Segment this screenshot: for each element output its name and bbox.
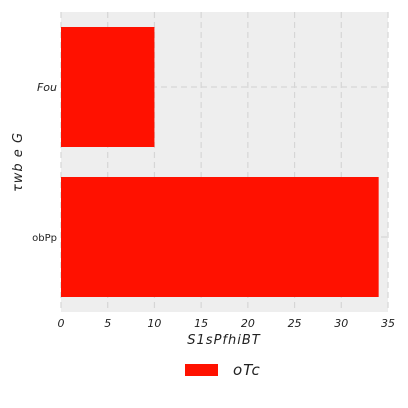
y-tick-label-fou: Fou	[37, 81, 57, 94]
bar-obpp	[61, 177, 379, 297]
legend-label-otc: oTc	[233, 361, 261, 379]
legend-swatch-otc	[185, 364, 218, 376]
y-axis-label: τwb e G	[11, 132, 26, 192]
bars	[61, 27, 379, 297]
x-tick-label: 30	[334, 317, 348, 330]
bar-fou	[61, 27, 155, 147]
x-tick-label: 15	[194, 317, 208, 330]
y-tick-label-obpp: obPp	[32, 233, 57, 244]
x-tick-labels: 0 5 10 15 20 25 30 35	[58, 317, 396, 330]
y-tick-labels: obPp Fou	[32, 81, 57, 244]
x-tick-label: 25	[288, 317, 302, 330]
x-tick-label: 20	[241, 317, 255, 330]
x-tick-label: 5	[104, 317, 111, 330]
x-tick-label: 0	[58, 317, 65, 330]
x-tick-label: 35	[381, 317, 395, 330]
legend: oTc	[185, 361, 261, 379]
x-axis-label: S1sPfhiBT	[187, 333, 260, 348]
x-tick-label: 10	[147, 317, 161, 330]
